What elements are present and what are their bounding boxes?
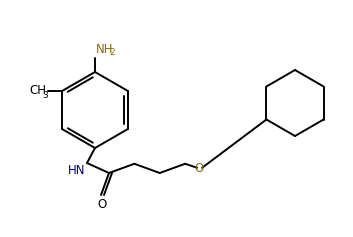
Text: O: O bbox=[97, 198, 107, 211]
Text: HN: HN bbox=[67, 164, 85, 177]
Text: 3: 3 bbox=[42, 91, 48, 100]
Text: CH: CH bbox=[29, 85, 46, 97]
Text: 2: 2 bbox=[109, 48, 115, 57]
Text: O: O bbox=[195, 162, 204, 175]
Text: NH: NH bbox=[96, 43, 114, 56]
